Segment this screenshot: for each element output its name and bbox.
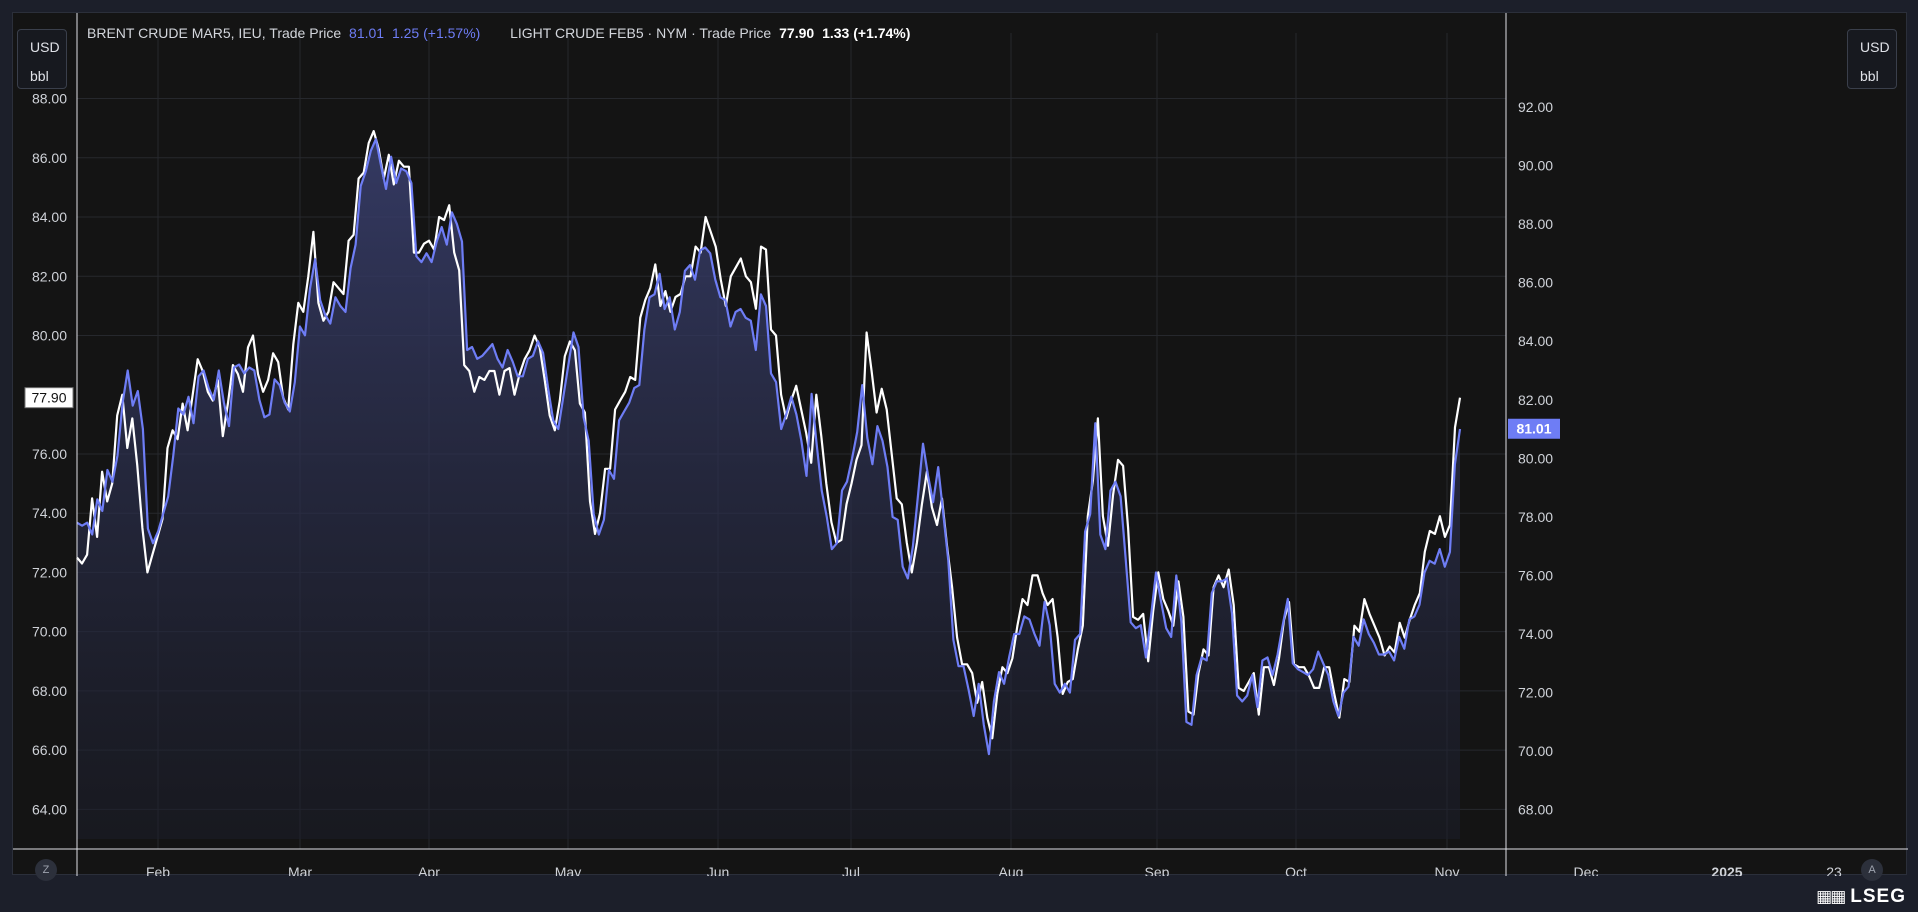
right-tick-label: 78.00 xyxy=(1518,509,1553,525)
left-last-value-badge xyxy=(24,387,74,409)
brent-legend-price: 81.01 xyxy=(349,25,385,41)
brent-crude-line xyxy=(76,138,1462,756)
left-tick-label: 82.00 xyxy=(32,268,67,284)
x-tick-label: Aug xyxy=(999,864,1024,876)
left-tick-label: 76.00 xyxy=(32,446,67,462)
left-tick-label: 68.00 xyxy=(32,683,67,699)
x-tick-label: 2025 xyxy=(1711,864,1742,876)
left-last-value-label: 77.90 xyxy=(31,390,66,406)
brent-area xyxy=(77,139,1460,840)
x-tick-label: Dec xyxy=(1574,864,1599,876)
right-tick-label: 80.00 xyxy=(1518,450,1553,466)
right-tick-label: 90.00 xyxy=(1518,157,1553,173)
left-tick-label: 72.00 xyxy=(32,564,67,580)
left-tick-label: 88.00 xyxy=(32,91,67,107)
left-tick-label: 70.00 xyxy=(32,624,67,640)
x-tick-label: 23 xyxy=(1826,864,1842,876)
x-tick-label: May xyxy=(555,864,581,876)
left-currency-label: USD xyxy=(30,39,60,55)
right-tick-label: 88.00 xyxy=(1518,216,1553,232)
right-unit-label: bbl xyxy=(1860,68,1879,84)
chart-frame: 88.00 86.00 84.00 82.00 80.00 76.00 74.00 72.00… xyxy=(12,12,1908,881)
left-unit-box[interactable]: USD bbl xyxy=(17,29,67,89)
right-tick-label: 68.00 xyxy=(1518,802,1553,818)
left-tick-label: 64.00 xyxy=(32,801,67,817)
light-legend-change: 1.33 (+1.74%) xyxy=(822,25,911,41)
left-tick-label: 80.00 xyxy=(32,327,67,343)
zoom-button[interactable]: Z xyxy=(35,859,57,881)
right-tick-label: 72.00 xyxy=(1518,685,1553,701)
x-tick-label: Sep xyxy=(1145,864,1170,876)
chart-plot: 88.00 86.00 84.00 82.00 80.00 76.00 74.00 72.00… xyxy=(13,13,1908,876)
light-legend-name: LIGHT CRUDE FEB5 · NYM · Trade Price xyxy=(510,25,772,41)
x-tick-label: Feb xyxy=(146,864,170,876)
brent-legend-name: BRENT CRUDE MAR5, IEU, Trade Price xyxy=(87,25,342,41)
left-tick-label: 66.00 xyxy=(32,742,67,758)
brent-legend-change: 1.25 (+1.57%) xyxy=(391,25,481,41)
left-tick-label: 86.00 xyxy=(32,150,67,166)
auto-scale-button[interactable]: A xyxy=(1861,859,1883,881)
x-tick-label: Oct xyxy=(1285,864,1307,876)
right-tick-label: 84.00 xyxy=(1518,333,1553,349)
x-tick-label: Apr xyxy=(418,864,440,876)
x-tick-label: Jul xyxy=(842,864,860,876)
right-unit-box[interactable]: USD bbl xyxy=(1847,29,1897,89)
right-last-value-label: 81.01 xyxy=(1516,421,1551,437)
left-tick-label: 84.00 xyxy=(32,209,67,225)
chart-legend: BRENT CRUDE MAR5, IEU, Trade Price 81.01… xyxy=(87,25,914,41)
x-tick-label: Mar xyxy=(288,864,312,876)
brand-name: LSEG xyxy=(1850,886,1906,907)
left-tick-label: 74.00 xyxy=(32,505,67,521)
right-tick-label: 70.00 xyxy=(1518,743,1553,759)
light-legend-price: 77.90 xyxy=(779,25,815,41)
right-tick-label: 92.00 xyxy=(1518,99,1553,115)
right-currency-label: USD xyxy=(1860,39,1890,55)
right-tick-label: 86.00 xyxy=(1518,275,1553,291)
lseg-logo-icon: ▦▦ xyxy=(1816,887,1846,906)
right-last-value-badge xyxy=(1508,418,1560,439)
light-crude-line xyxy=(76,130,1462,740)
x-tick-label: Jun xyxy=(707,864,730,876)
right-tick-label: 74.00 xyxy=(1518,626,1553,642)
left-unit-label: bbl xyxy=(30,68,49,84)
x-tick-label: Nov xyxy=(1435,864,1460,876)
right-tick-label: 82.00 xyxy=(1518,392,1553,408)
brand: ▦▦ LSEG xyxy=(1816,886,1906,908)
right-tick-label: 76.00 xyxy=(1518,567,1553,583)
